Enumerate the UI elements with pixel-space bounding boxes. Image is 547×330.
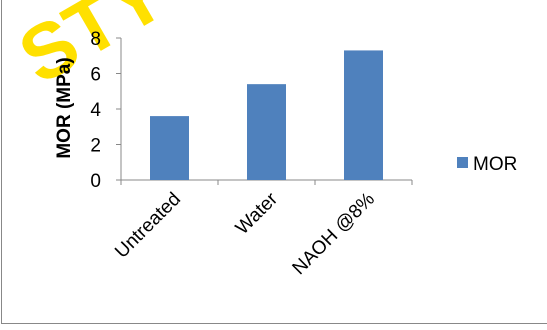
bar-water xyxy=(247,84,286,180)
x-tick-label: Untreated xyxy=(111,189,185,263)
bar-naoh-8 xyxy=(344,50,383,180)
y-tick-label: 6 xyxy=(90,65,101,86)
y-tick-label: 0 xyxy=(90,171,101,192)
bar-untreated xyxy=(150,116,189,180)
legend-label: MOR xyxy=(473,154,517,175)
watermark-text: STYO xyxy=(5,0,233,101)
y-axis-title: MOR (MPa) xyxy=(54,57,75,158)
y-tick-label: 2 xyxy=(90,136,101,157)
y-tick-label: 8 xyxy=(90,29,101,50)
y-tick-label: 4 xyxy=(90,100,101,121)
x-tick-label: Water xyxy=(232,188,283,239)
legend-swatch xyxy=(457,157,468,168)
legend: MOR xyxy=(457,154,517,175)
x-tick-label: NAOH @8% xyxy=(289,189,380,280)
watermark: STYO xyxy=(5,0,233,101)
